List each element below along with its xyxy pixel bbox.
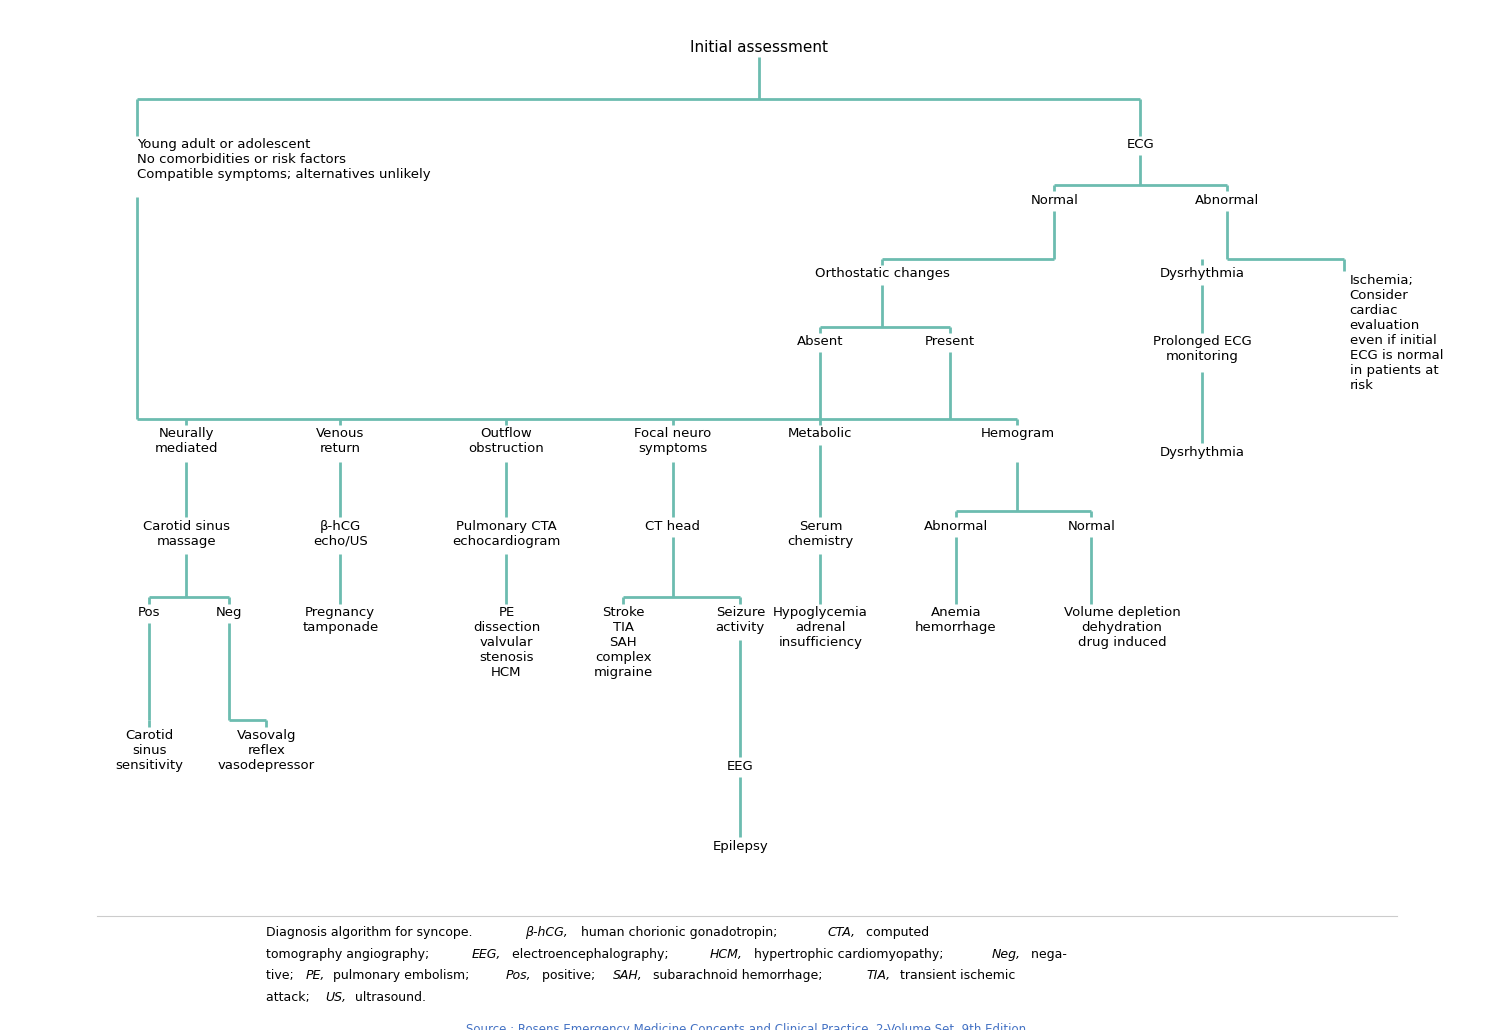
Text: computed: computed xyxy=(861,926,929,939)
Text: TIA,: TIA, xyxy=(867,969,891,983)
Text: human chorionic gonadotropin;: human chorionic gonadotropin; xyxy=(577,926,782,939)
Text: Anemia
hemorrhage: Anemia hemorrhage xyxy=(915,606,996,634)
Text: PE
dissection
valvular
stenosis
HCM: PE dissection valvular stenosis HCM xyxy=(473,606,541,679)
Text: Vasovalg
reflex
vasodepressor: Vasovalg reflex vasodepressor xyxy=(217,729,315,772)
Text: pulmonary embolism;: pulmonary embolism; xyxy=(330,969,473,983)
Text: Normal: Normal xyxy=(1067,520,1115,533)
Text: attack;: attack; xyxy=(267,991,315,1003)
Text: Epilepsy: Epilepsy xyxy=(713,839,768,853)
Text: Metabolic: Metabolic xyxy=(788,427,852,441)
Text: Neurally
mediated: Neurally mediated xyxy=(154,427,219,455)
Text: transient ischemic: transient ischemic xyxy=(896,969,1016,983)
Text: β-hCG
echo/US: β-hCG echo/US xyxy=(313,520,367,548)
Text: Initial assessment: Initial assessment xyxy=(691,40,828,55)
Text: Young adult or adolescent
No comorbidities or risk factors
Compatible symptoms; : Young adult or adolescent No comorbiditi… xyxy=(138,138,431,181)
Text: Source : Rosens Emergency Medicine Concepts and Clinical Practice, 2-Volume Set,: Source : Rosens Emergency Medicine Conce… xyxy=(466,1023,1026,1030)
Text: Orthostatic changes: Orthostatic changes xyxy=(815,268,950,280)
Text: Pos,: Pos, xyxy=(506,969,532,983)
Text: EEG,: EEG, xyxy=(472,948,500,961)
Text: Focal neuro
symptoms: Focal neuro symptoms xyxy=(634,427,712,455)
Text: Outflow
obstruction: Outflow obstruction xyxy=(469,427,544,455)
Text: Venous
return: Venous return xyxy=(316,427,364,455)
Text: Pos: Pos xyxy=(138,606,160,619)
Text: Dysrhythmia: Dysrhythmia xyxy=(1159,268,1245,280)
Text: electroencephalography;: electroencephalography; xyxy=(508,948,673,961)
Text: Volume depletion
dehydration
drug induced: Volume depletion dehydration drug induce… xyxy=(1064,606,1180,649)
Text: CT head: CT head xyxy=(646,520,700,533)
Text: ECG: ECG xyxy=(1126,138,1155,151)
Text: Carotid sinus
massage: Carotid sinus massage xyxy=(142,520,229,548)
Text: positive;: positive; xyxy=(538,969,599,983)
Text: HCM,: HCM, xyxy=(710,948,743,961)
Text: Normal: Normal xyxy=(1031,194,1079,207)
Text: Hypoglycemia
adrenal
insufficiency: Hypoglycemia adrenal insufficiency xyxy=(773,606,867,649)
Text: Ischemia;
Consider
cardiac
evaluation
even if initial
ECG is normal
in patients : Ischemia; Consider cardiac evaluation ev… xyxy=(1350,274,1443,391)
Text: Neg,: Neg, xyxy=(992,948,1022,961)
Text: Seizure
activity: Seizure activity xyxy=(716,606,765,634)
Text: PE,: PE, xyxy=(306,969,325,983)
Text: Present: Present xyxy=(924,335,975,348)
Text: Pregnancy
tamponade: Pregnancy tamponade xyxy=(303,606,379,634)
Text: Pulmonary CTA
echocardiogram: Pulmonary CTA echocardiogram xyxy=(452,520,560,548)
Text: US,: US, xyxy=(325,991,346,1003)
Text: SAH,: SAH, xyxy=(613,969,643,983)
Text: CTA,: CTA, xyxy=(827,926,855,939)
Text: Abnormal: Abnormal xyxy=(1194,194,1258,207)
Text: tomography angiography;: tomography angiography; xyxy=(267,948,433,961)
Text: Abnormal: Abnormal xyxy=(924,520,989,533)
Text: hypertrophic cardiomyopathy;: hypertrophic cardiomyopathy; xyxy=(749,948,947,961)
Text: nega-: nega- xyxy=(1028,948,1068,961)
Text: Serum
chemistry: Serum chemistry xyxy=(788,520,854,548)
Text: tive;: tive; xyxy=(267,969,298,983)
Text: EEG: EEG xyxy=(727,760,753,772)
Text: Neg: Neg xyxy=(216,606,243,619)
Text: Dysrhythmia: Dysrhythmia xyxy=(1159,446,1245,459)
Text: Diagnosis algorithm for syncope.: Diagnosis algorithm for syncope. xyxy=(267,926,476,939)
Text: Prolonged ECG
monitoring: Prolonged ECG monitoring xyxy=(1152,335,1251,364)
Text: Hemogram: Hemogram xyxy=(980,427,1055,441)
Text: subarachnoid hemorrhage;: subarachnoid hemorrhage; xyxy=(649,969,827,983)
Text: Stroke
TIA
SAH
complex
migraine: Stroke TIA SAH complex migraine xyxy=(593,606,653,679)
Text: ultrasound.: ultrasound. xyxy=(351,991,425,1003)
Text: Absent: Absent xyxy=(797,335,843,348)
Text: Carotid
sinus
sensitivity: Carotid sinus sensitivity xyxy=(115,729,183,772)
Text: β-hCG,: β-hCG, xyxy=(524,926,568,939)
